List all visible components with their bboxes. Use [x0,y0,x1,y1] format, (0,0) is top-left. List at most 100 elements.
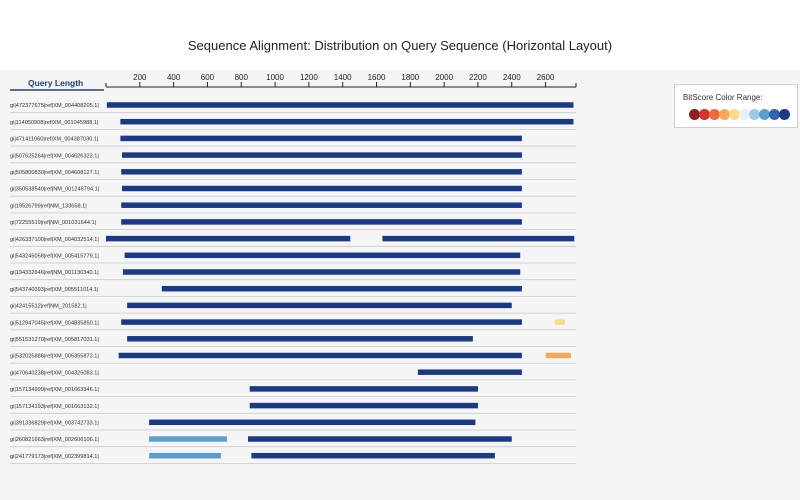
chart-title: Sequence Alignment: Distribution on Quer… [187,38,613,53]
legend-color-dot [749,109,760,120]
tick-label-200: 200 [133,73,147,82]
x-axis-title: Query Length [28,78,83,88]
row-label: gi|391336829|ref|XM_003742733.1| [10,421,99,427]
alignment-row: gi|512947045|ref|XM_004835850.1| [10,319,576,331]
legend-color-dot [719,109,730,120]
alignment-bar [248,436,512,442]
alignment-row: gi|19526799|ref|NM_133658.1| [10,202,576,214]
tick-label-1000: 1000 [266,73,284,82]
row-label: gi|114050908|ref|XM_001045988.1| [10,120,98,126]
alignment-row: gi|157134999|ref|XM_001663346.1| [10,386,576,398]
legend-color-dot [699,109,710,120]
row-label: gi|260821663|ref|XM_002606106.1| [10,437,99,443]
row-label: gi|543740393|ref|XM_005511014.1| [10,287,98,293]
row-label: gi|350538540|ref|NM_001246794.1| [10,187,99,193]
alignment-bar [545,352,571,359]
row-label: gi|470640238|ref|XM_004325083.1| [10,370,99,376]
alignment-bar [149,436,227,442]
tick-label-800: 800 [235,73,249,82]
alignment-bar [120,135,522,142]
row-label: gi|72255519|ref|NM_001031644.1| [10,220,96,226]
alignment-bar [124,252,521,259]
alignment-row: gi|72255519|ref|NM_001031644.1| [10,219,576,231]
row-label: gi|512947045|ref|XM_004835850.1| [10,320,99,326]
row-label: gi|472377675|ref|XM_004408205.1| [10,103,99,109]
alignment-row: gi|471411060|ref|XM_004387030.1| [10,135,576,147]
legend-color-dot [759,109,770,120]
alignment-row: gi|426337100|ref|XM_004032514.1| [10,235,576,247]
legend-color-dot [739,109,750,120]
alignment-bar [161,285,522,292]
header-band [0,0,800,70]
alignment-bar [382,235,575,242]
tick-label-1800: 1800 [401,73,419,82]
row-label: gi|19526799|ref|NM_133658.1| [10,203,87,209]
alignment-row: gi|507625264|ref|XM_004626323.1| [10,152,576,164]
alignment-bar [121,202,522,208]
alignment-row: gi|157134193|ref|XM_001663132.1| [10,402,576,414]
bitscore-legend: BitScore Color Range: [674,84,798,128]
tick-label-400: 400 [167,73,181,82]
legend-color-dot [779,109,790,120]
legend-color-dot [769,109,780,120]
legend-color-scale [689,109,790,121]
tick-label-2600: 2600 [537,73,555,82]
alignment-bar [121,219,522,225]
alignment-row: gi|470640238|ref|XM_004325083.1| [10,369,576,381]
x-axis: Query Length 200 400 600 800 1000 1200 1400 1600… [10,73,577,91]
alignment-bar [106,102,574,108]
alignment-row: gi|543740393|ref|XM_005511014.1| [10,285,576,297]
row-label: gi|505800830|ref|XM_004608127.1| [10,170,99,176]
row-label: gi|241779173|ref|XM_002399814.1| [10,454,99,460]
alignment-bar [127,302,512,309]
alignment-bar [121,319,522,325]
alignment-row: gi|551531270|ref|XM_005817031.1| [10,336,576,347]
tick-label-2400: 2400 [503,73,521,82]
legend-color-dot [689,109,700,120]
row-label: gi|194332646|ref|NM_001130340.1| [10,270,99,276]
alignment-bar [554,319,566,325]
alignment-row: gi|350538540|ref|NM_001246794.1| [10,185,576,197]
tick-label-1400: 1400 [334,73,352,82]
legend-color-dot [709,109,720,120]
alignment-row: gi|532025886|ref|XM_005355873.1| [10,352,576,364]
row-label: gi|532025886|ref|XM_005355873.1| [10,354,99,360]
alignment-bar [249,386,478,392]
tick-label-2000: 2000 [435,73,453,82]
legend-title: BitScore Color Range: [683,93,763,102]
alignment-bar [149,419,476,426]
alignment-row: gi|472377675|ref|XM_004408205.1| [10,102,576,114]
row-label: gi|471411060|ref|XM_004387030.1| [10,137,98,143]
alignment-row: gi|543245058|ref|XM_005415779.1| [10,252,576,264]
tick-label-1600: 1600 [368,73,386,82]
alignment-bar [121,169,522,175]
row-label: gi|551531270|ref|XM_005817031.1| [10,337,99,343]
alignment-row: gi|194332646|ref|NM_001130340.1| [10,269,576,281]
alignment-bar [417,369,522,375]
tick-label-2200: 2200 [469,73,487,82]
alignment-rows: gi|472377675|ref|XM_004408205.1| gi|11405… [10,102,576,464]
alignment-bar [149,452,221,459]
alignment-bar [118,352,522,359]
legend-color-dot [729,109,740,120]
alignment-bar [122,152,522,158]
plot-background [0,70,800,500]
alignment-bar [122,185,522,192]
alignment-bar [106,235,351,242]
alignment-bar [127,336,473,342]
alignment-bar [120,118,574,125]
alignment-row: gi|260821663|ref|XM_002606106.1| [10,436,576,448]
row-label: gi|543245058|ref|XM_005415779.1| [10,254,99,260]
tick-label-600: 600 [201,73,215,82]
alignment-row: gi|241779173|ref|XM_002399814.1| [10,452,576,464]
row-label: gi|426337100|ref|XM_004032514.1| [10,237,99,243]
alignment-bar [249,402,478,409]
alignment-row: gi|505800830|ref|XM_004608127.1| [10,169,576,180]
row-label: gi|507625264|ref|XM_004626323.1| [10,153,99,159]
row-label: gi|157134193|ref|XM_001663132.1| [10,404,99,410]
row-label: gi|157134999|ref|XM_001663346.1| [10,387,99,393]
alignment-row: gi|42415512|ref|NM_201582.1| [10,302,576,314]
alignment-bar [251,452,495,459]
